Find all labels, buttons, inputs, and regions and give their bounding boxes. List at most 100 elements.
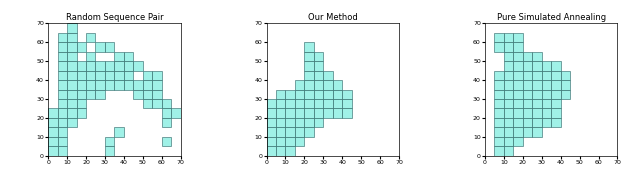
Bar <box>513 127 523 137</box>
Bar <box>323 99 333 108</box>
Bar <box>115 52 124 61</box>
Bar <box>67 23 77 33</box>
Bar <box>504 146 513 156</box>
Bar <box>143 80 152 90</box>
Bar <box>67 52 77 61</box>
Bar <box>143 90 152 99</box>
Bar <box>285 127 295 137</box>
Bar <box>267 118 276 127</box>
Bar <box>58 90 67 99</box>
Bar <box>58 127 67 137</box>
Bar <box>314 80 323 90</box>
Bar <box>77 90 86 99</box>
Bar <box>504 61 513 71</box>
Bar <box>295 90 305 99</box>
Bar <box>523 52 532 61</box>
Bar <box>162 99 171 108</box>
Bar <box>551 61 561 71</box>
Bar <box>267 127 276 137</box>
Bar <box>542 61 551 71</box>
Bar <box>542 80 551 90</box>
Bar <box>152 99 162 108</box>
Bar <box>551 90 561 99</box>
Bar <box>504 90 513 99</box>
Bar <box>561 80 570 90</box>
Bar <box>162 137 171 146</box>
Bar <box>124 61 133 71</box>
Bar <box>152 90 162 99</box>
Bar <box>267 108 276 118</box>
Bar <box>504 99 513 108</box>
Bar <box>513 80 523 90</box>
Bar <box>305 71 314 80</box>
Bar <box>305 42 314 52</box>
Bar <box>495 33 504 42</box>
Bar <box>295 127 305 137</box>
Bar <box>532 108 542 118</box>
Bar <box>86 33 95 42</box>
Title: Our Method: Our Method <box>308 13 358 23</box>
Bar <box>504 52 513 61</box>
Bar <box>333 90 342 99</box>
Bar <box>314 99 323 108</box>
Bar <box>295 108 305 118</box>
Title: Random Sequence Pair: Random Sequence Pair <box>65 13 163 23</box>
Bar <box>523 80 532 90</box>
Bar <box>86 52 95 61</box>
Bar <box>95 61 105 71</box>
Bar <box>542 99 551 108</box>
Bar <box>495 71 504 80</box>
Bar <box>513 71 523 80</box>
Bar <box>504 33 513 42</box>
Bar <box>276 146 285 156</box>
Bar <box>48 137 58 146</box>
Bar <box>314 52 323 61</box>
Bar <box>495 146 504 156</box>
Bar <box>513 108 523 118</box>
Bar <box>285 118 295 127</box>
Bar <box>305 118 314 127</box>
Bar <box>305 90 314 99</box>
Bar <box>133 80 143 90</box>
Bar <box>77 61 86 71</box>
Bar <box>305 61 314 71</box>
Bar <box>58 52 67 61</box>
Bar <box>532 127 542 137</box>
Bar <box>115 127 124 137</box>
Bar <box>551 71 561 80</box>
Bar <box>67 80 77 90</box>
Bar <box>314 61 323 71</box>
Bar <box>513 99 523 108</box>
Bar <box>504 127 513 137</box>
Bar <box>532 80 542 90</box>
Bar <box>67 99 77 108</box>
Bar <box>523 61 532 71</box>
Bar <box>67 90 77 99</box>
Bar <box>86 71 95 80</box>
Bar <box>115 61 124 71</box>
Bar <box>305 127 314 137</box>
Bar <box>285 137 295 146</box>
Bar <box>77 108 86 118</box>
Bar <box>143 99 152 108</box>
Bar <box>532 71 542 80</box>
Bar <box>58 42 67 52</box>
Bar <box>495 127 504 137</box>
Bar <box>523 71 532 80</box>
Bar <box>67 42 77 52</box>
Bar <box>124 71 133 80</box>
Bar <box>342 108 352 118</box>
Bar <box>495 99 504 108</box>
Bar <box>86 80 95 90</box>
Bar <box>58 118 67 127</box>
Bar <box>58 99 67 108</box>
Bar <box>513 33 523 42</box>
Bar <box>513 52 523 61</box>
Bar <box>542 118 551 127</box>
Bar <box>105 42 115 52</box>
Bar <box>67 33 77 42</box>
Bar <box>323 71 333 80</box>
Bar <box>105 80 115 90</box>
Bar <box>551 118 561 127</box>
Bar <box>86 90 95 99</box>
